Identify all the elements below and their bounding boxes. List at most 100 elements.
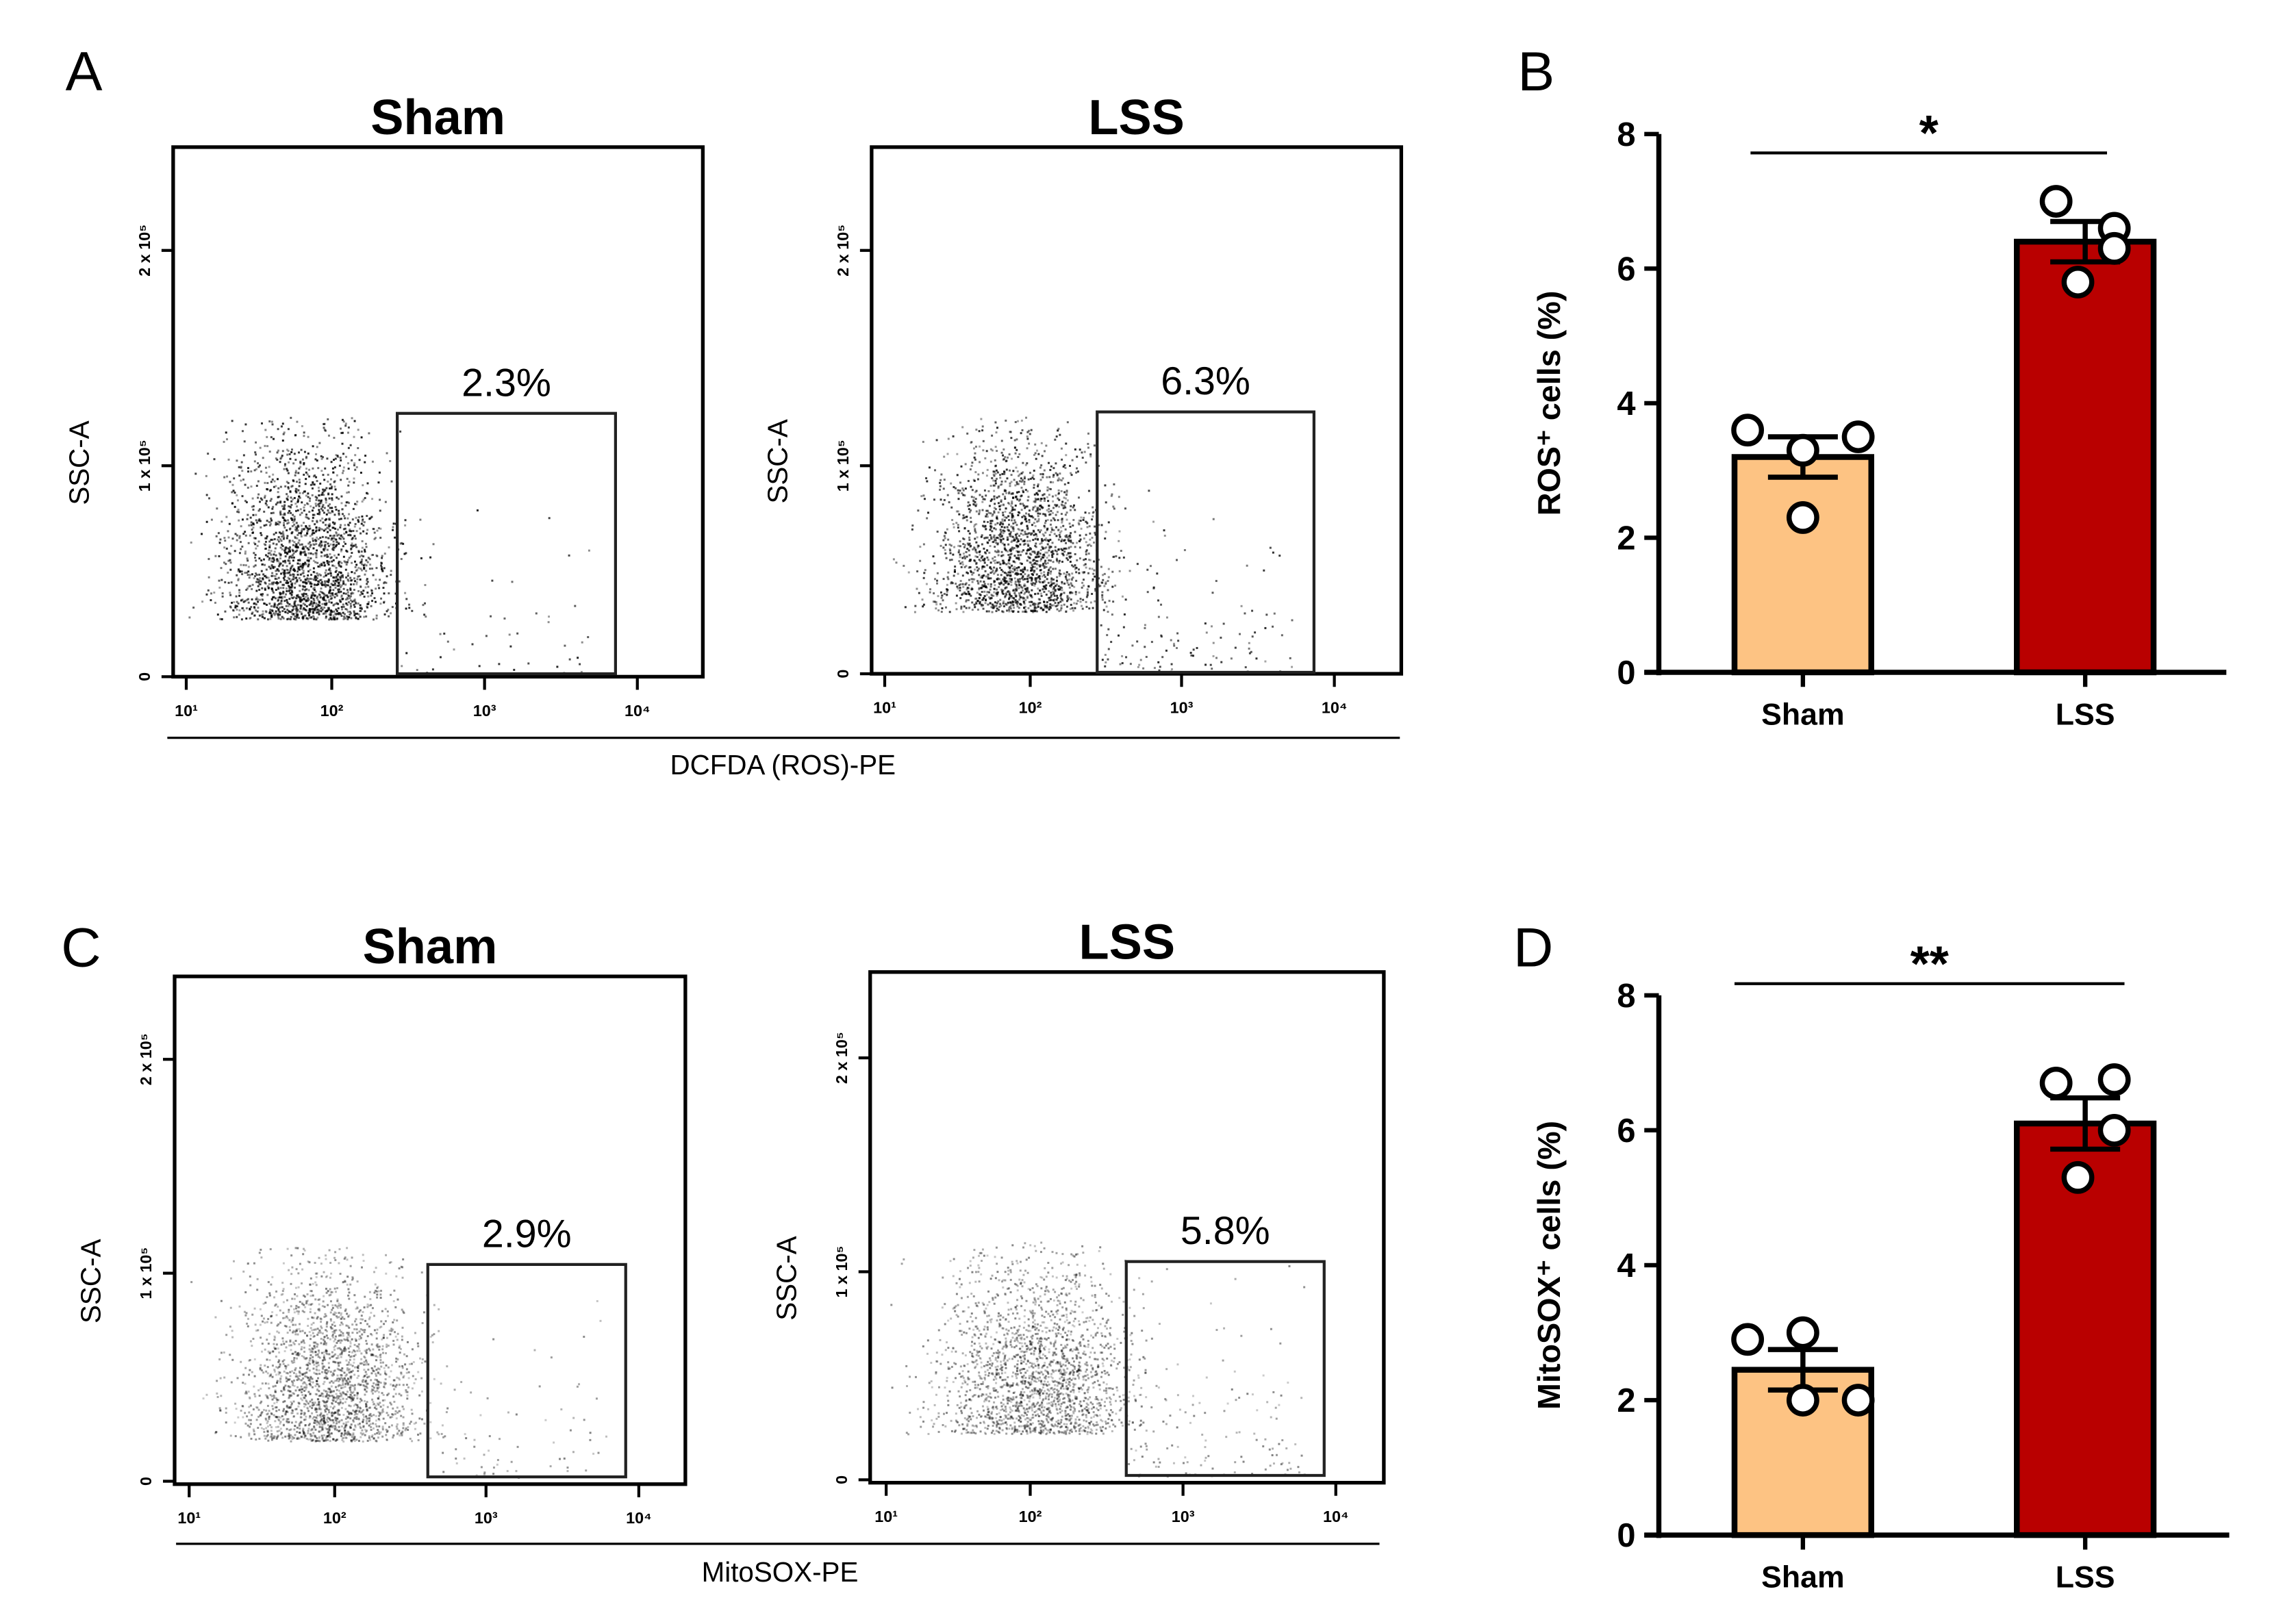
event-dot [342, 1397, 344, 1400]
event-dot [986, 564, 989, 567]
event-dot [257, 1408, 260, 1411]
event-dot [291, 564, 294, 567]
event-dot [1060, 490, 1063, 492]
event-dot [270, 1435, 273, 1438]
event-dot [314, 538, 316, 541]
event-dot [1009, 548, 1012, 550]
event-dot [299, 558, 301, 561]
event-dot [296, 1295, 299, 1297]
event-dot [1039, 531, 1042, 533]
event-dot [312, 516, 314, 519]
event-dot [336, 544, 338, 546]
event-dot [277, 608, 280, 611]
event-dot [1069, 552, 1072, 555]
event-dot [313, 1345, 316, 1348]
event-dot [283, 549, 286, 552]
event-dot [360, 1399, 363, 1402]
event-dot [1101, 591, 1104, 594]
event-dot [273, 485, 275, 488]
event-dot [327, 542, 329, 545]
event-dot [986, 468, 989, 471]
event-dot [333, 534, 336, 537]
event-dot [367, 585, 370, 588]
event-dot [271, 478, 274, 481]
event-dot [303, 490, 305, 493]
event-dot [420, 1362, 423, 1365]
event-dot [981, 524, 984, 527]
event-dot [1046, 519, 1049, 521]
event-dot [282, 534, 285, 537]
event-dot [974, 537, 976, 540]
event-dot [1052, 578, 1055, 581]
event-dot [1017, 601, 1020, 604]
event-dot [316, 1383, 318, 1386]
event-dot [1057, 477, 1060, 480]
event-dot [983, 595, 986, 598]
event-dot [335, 508, 338, 511]
y-tick-label: 1 x 10⁵ [136, 440, 153, 492]
event-dot [1005, 563, 1008, 566]
event-dot [992, 473, 995, 476]
event-dot [362, 1409, 365, 1412]
event-dot [291, 584, 293, 587]
event-dot [1054, 589, 1057, 592]
event-dot [322, 598, 325, 601]
event-dot [370, 594, 373, 597]
event-dot [1045, 546, 1048, 548]
event-dot [972, 578, 974, 581]
event-dot [236, 510, 239, 513]
event-dot [1076, 600, 1079, 602]
event-dot [347, 534, 350, 537]
event-dot [995, 542, 998, 544]
event-dot [1085, 550, 1087, 553]
event-dot [1113, 483, 1115, 485]
event-dot [363, 521, 366, 524]
event-dot [1081, 451, 1083, 454]
event-dot [315, 556, 318, 559]
event-dot [296, 610, 299, 613]
event-dot [294, 1286, 297, 1289]
event-dot [324, 467, 327, 470]
event-dot [404, 524, 407, 526]
event-dot [250, 521, 253, 524]
event-dot [316, 598, 319, 601]
event-dot [332, 559, 335, 561]
event-dot [290, 611, 293, 613]
event-dot [383, 1386, 386, 1389]
event-dot [316, 521, 318, 524]
event-dot [316, 574, 319, 577]
event-dot [299, 598, 301, 601]
event-dot [277, 596, 279, 599]
event-dot [1044, 586, 1046, 589]
event-dot [1031, 508, 1034, 511]
event-dot [1176, 559, 1178, 561]
event-dot [1026, 533, 1029, 535]
event-dot [229, 1434, 232, 1437]
event-dot [366, 1303, 369, 1306]
event-dot [1040, 542, 1043, 544]
event-dot [1037, 563, 1040, 566]
event-dot [1046, 509, 1048, 511]
event-dot [321, 608, 324, 611]
event-dot [1002, 529, 1005, 532]
event-dot [1018, 474, 1020, 477]
event-dot [1023, 585, 1026, 587]
event-dot [337, 607, 340, 609]
event-dot [207, 589, 210, 592]
event-dot [254, 543, 257, 546]
event-dot [304, 561, 307, 564]
event-dot [1049, 538, 1052, 541]
event-dot [321, 1428, 324, 1430]
event-dot [975, 602, 978, 605]
event-dot [1046, 476, 1048, 479]
event-dot [992, 605, 994, 607]
event-dot [305, 1357, 308, 1360]
event-dot [317, 605, 320, 607]
event-dot [354, 580, 356, 583]
event-dot [295, 616, 298, 619]
event-dot [1037, 453, 1040, 455]
event-dot [420, 557, 423, 559]
event-dot [344, 561, 346, 563]
event-dot [998, 605, 1001, 608]
event-dot [298, 568, 301, 570]
